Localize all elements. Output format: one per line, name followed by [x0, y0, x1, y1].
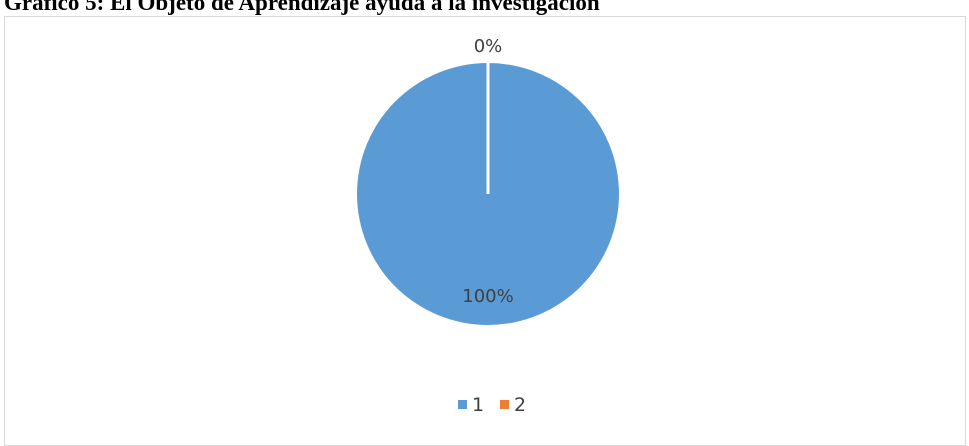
legend-swatch-1 — [458, 400, 467, 409]
legend-label-1: 1 — [472, 394, 484, 416]
legend-item-2: 2 — [500, 394, 526, 416]
data-label-1: 100% — [462, 286, 513, 307]
document-title: Gráfico 5: El Objeto de Aprendizaje ayud… — [4, 0, 600, 15]
data-label-2: 0% — [474, 36, 503, 57]
legend-label-2: 2 — [514, 394, 526, 416]
legend-swatch-2 — [500, 400, 509, 409]
pie-slices — [357, 63, 619, 325]
pie-data-labels: 100% 0% — [462, 36, 513, 307]
legend-item-1: 1 — [458, 394, 484, 416]
